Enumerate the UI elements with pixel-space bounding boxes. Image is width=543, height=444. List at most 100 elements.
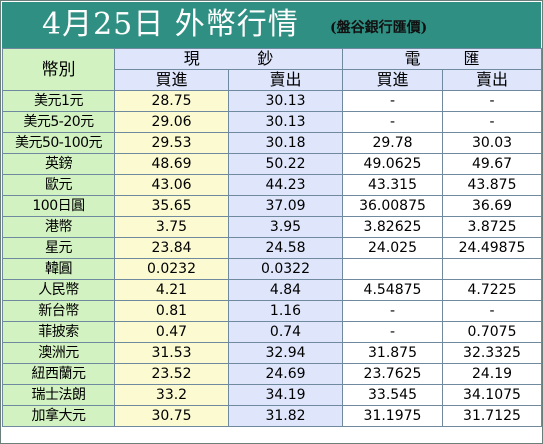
table-row: 100日圓 35.65 37.09 36.00875 36.69 (2, 195, 542, 217)
transfer-sell-cell: - (442, 111, 542, 133)
transfer-buy-cell: 31.1975 (342, 405, 443, 427)
table-row: 紐西蘭元 23.52 24.69 23.7625 24.19 (2, 363, 542, 385)
currency-name: 紐西蘭元 (2, 363, 115, 385)
transfer-buy-cell: 29.78 (342, 132, 443, 154)
cash-header-char-2: 鈔 (257, 49, 274, 69)
transfer-sell-cell: 3.8725 (442, 216, 542, 238)
cash-buy-cell: 31.53 (114, 342, 229, 364)
cash-sell-cell: 34.19 (228, 384, 343, 406)
transfer-buy-cell: 23.7625 (342, 363, 443, 385)
transfer-buy-cell: 33.545 (342, 384, 443, 406)
cash-sell-cell: 0.74 (228, 321, 343, 343)
currency-name: 瑞士法朗 (2, 384, 115, 406)
cash-sell-cell: 30.13 (228, 111, 343, 133)
cash-buy-cell: 4.21 (114, 279, 229, 301)
cash-group-header: 現 鈔 (114, 48, 343, 70)
cash-header-char-1: 現 (183, 49, 200, 69)
table-row: 瑞士法朗 33.2 34.19 33.545 34.1075 (2, 384, 542, 406)
table-row: 歐元 43.06 44.23 43.315 43.875 (2, 174, 542, 196)
table-row: 英鎊 48.69 50.22 49.0625 49.67 (2, 153, 542, 175)
exchange-rate-table: 幣別 現 鈔 電 匯 買進 賣出 買進 賣出 (2, 48, 542, 427)
cash-buy-cell: 29.06 (114, 111, 229, 133)
cash-buy-cell: 0.81 (114, 300, 229, 322)
transfer-buy-cell: 36.00875 (342, 195, 443, 217)
transfer-buy-cell: - (342, 321, 443, 343)
transfer-buy-cell: - (342, 90, 443, 112)
transfer-buy-cell: 49.0625 (342, 153, 443, 175)
cash-sell-cell: 4.84 (228, 279, 343, 301)
cash-sell-cell: 32.94 (228, 342, 343, 364)
cash-sell-cell: 24.69 (228, 363, 343, 385)
transfer-buy-cell: 43.315 (342, 174, 443, 196)
table-row: 星元 23.84 24.58 24.025 24.49875 (2, 237, 542, 259)
currency-name: 加拿大元 (2, 405, 115, 427)
cash-sell-cell: 30.18 (228, 132, 343, 154)
currency-name: 美元5-20元 (2, 111, 115, 133)
transfer-buy-cell: - (342, 111, 443, 133)
currency-name: 美元50-100元 (2, 132, 115, 154)
transfer-sell-header: 賣出 (442, 69, 542, 91)
cash-sell-cell: 50.22 (228, 153, 343, 175)
cash-buy-cell: 43.06 (114, 174, 229, 196)
cash-buy-cell: 0.47 (114, 321, 229, 343)
currency-name: 韓圓 (2, 258, 115, 280)
cash-buy-cell: 30.75 (114, 405, 229, 427)
table-row: 美元5-20元 29.06 30.13- - (2, 111, 542, 133)
cash-buy-cell: 29.53 (114, 132, 229, 154)
currency-name: 星元 (2, 237, 115, 259)
transfer-buy-cell: - (342, 300, 443, 322)
page-title: 4月25日 外幣行情 (42, 7, 299, 42)
currency-name: 英鎊 (2, 153, 115, 175)
table-row: 菲披索 0.47 0.74-0.7075 (2, 321, 542, 343)
transfer-sell-cell: 30.03 (442, 132, 542, 154)
transfer-sell-cell: 24.19 (442, 363, 542, 385)
cash-sell-header: 賣出 (228, 69, 343, 91)
cash-sell-cell: 44.23 (228, 174, 343, 196)
transfer-sell-cell: 32.3325 (442, 342, 542, 364)
currency-name: 澳洲元 (2, 342, 115, 364)
table-row: 韓圓 0.0232 0.0322 (2, 258, 542, 280)
transfer-buy-cell: 3.82625 (342, 216, 443, 238)
transfer-buy-header: 買進 (342, 69, 443, 91)
cash-sell-cell: 31.82 (228, 405, 343, 427)
currency-name: 美元1元 (2, 90, 115, 112)
currency-name: 菲披索 (2, 321, 115, 343)
table-row: 美元50-100元 29.53 30.18 29.78 30.03 (2, 132, 542, 154)
table-row: 澳洲元 31.53 32.94 31.875 32.3325 (2, 342, 542, 364)
transfer-sell-cell: 0.7075 (442, 321, 542, 343)
table-row: 美元1元 28.75 30.13- - (2, 90, 542, 112)
cash-buy-header: 買進 (114, 69, 229, 91)
table-row: 港幣 3.75 3.95 3.82625 3.8725 (2, 216, 542, 238)
cash-sell-cell: 24.58 (228, 237, 343, 259)
transfer-sell-cell: 49.67 (442, 153, 542, 175)
cash-sell-cell: 3.95 (228, 216, 343, 238)
transfer-sell-cell: 4.7225 (442, 279, 542, 301)
cash-buy-cell: 23.52 (114, 363, 229, 385)
cash-buy-cell: 48.69 (114, 153, 229, 175)
transfer-header-char-2: 匯 (463, 49, 480, 69)
cash-buy-cell: 33.2 (114, 384, 229, 406)
cash-buy-cell: 28.75 (114, 90, 229, 112)
currency-name: 港幣 (2, 216, 115, 238)
table-row: 新台幣 0.81 1.16- - (2, 300, 542, 322)
currency-name: 人民幣 (2, 279, 115, 301)
title-bar: 4月25日 外幣行情 (盤谷銀行匯價) (2, 2, 541, 48)
cash-sell-cell: 30.13 (228, 90, 343, 112)
rate-rows: 美元1元 28.75 30.13- - 美元5-20元 29.06 30.13- - 美元50-… (2, 90, 542, 427)
table-row: 人民幣 4.21 4.84 4.54875 4.7225 (2, 279, 542, 301)
cash-sell-cell: 37.09 (228, 195, 343, 217)
cash-buy-cell: 0.0232 (114, 258, 229, 280)
cash-buy-cell: 3.75 (114, 216, 229, 238)
transfer-sell-cell: - (442, 90, 542, 112)
cash-sell-cell: 0.0322 (228, 258, 343, 280)
currency-name: 新台幣 (2, 300, 115, 322)
currency-name: 100日圓 (2, 195, 115, 217)
transfer-buy-cell: 4.54875 (342, 279, 443, 301)
transfer-buy-cell: 24.025 (342, 237, 443, 259)
transfer-sell-cell: 36.69 (442, 195, 542, 217)
cash-buy-cell: 35.65 (114, 195, 229, 217)
transfer-buy-cell (342, 258, 443, 280)
transfer-buy-cell: 31.875 (342, 342, 443, 364)
transfer-sell-cell: 43.875 (442, 174, 542, 196)
table-row: 加拿大元 30.75 31.82 31.1975 31.7125 (2, 405, 542, 427)
